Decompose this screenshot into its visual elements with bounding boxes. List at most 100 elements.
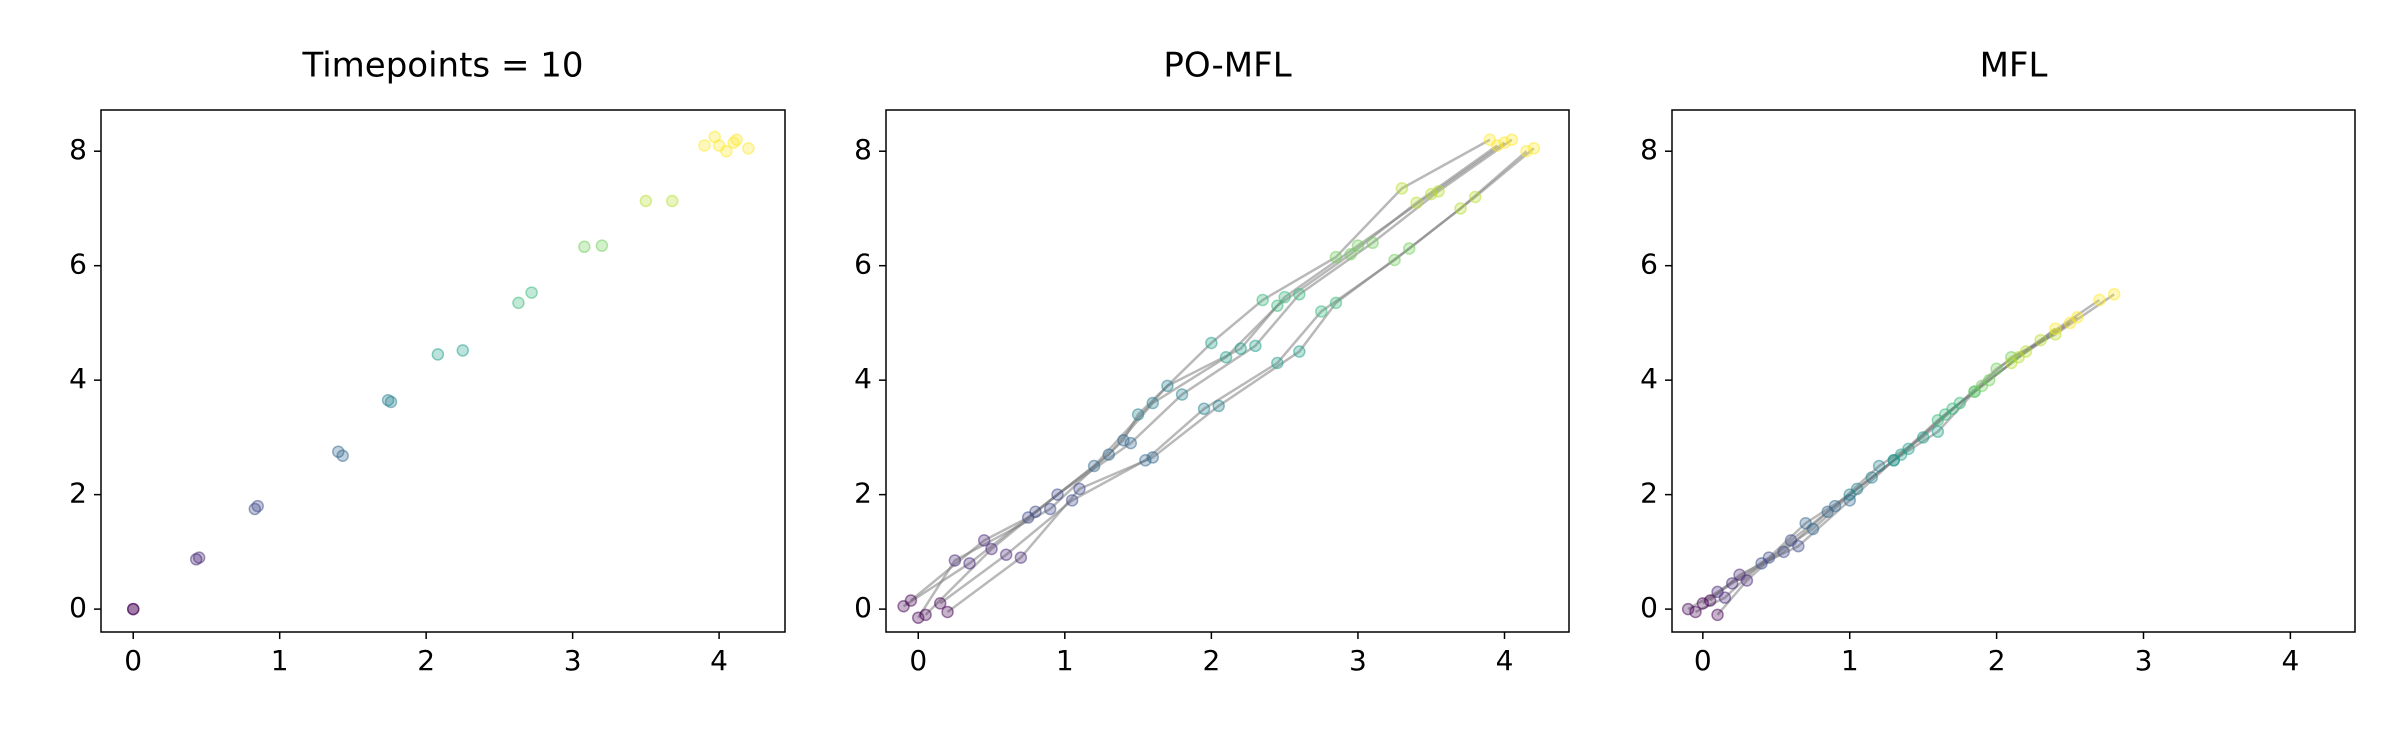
point bbox=[1806, 522, 1820, 536]
point bbox=[251, 499, 264, 513]
x-tick-label: 2 bbox=[1988, 644, 2006, 677]
point bbox=[911, 611, 925, 624]
point bbox=[1124, 436, 1138, 450]
point bbox=[512, 296, 525, 310]
point bbox=[2034, 333, 2047, 347]
point bbox=[2049, 322, 2062, 335]
point bbox=[730, 133, 743, 147]
point bbox=[1087, 459, 1101, 473]
point bbox=[948, 554, 962, 567]
y-tick-label: 8 bbox=[854, 133, 872, 166]
point bbox=[1850, 482, 1864, 496]
x-tick-label: 0 bbox=[1694, 644, 1712, 677]
point bbox=[1234, 342, 1247, 355]
y-tick-label: 0 bbox=[1640, 591, 1658, 624]
point bbox=[933, 597, 947, 610]
point bbox=[1329, 296, 1343, 310]
y-tick-label: 8 bbox=[1640, 133, 1658, 166]
y-tick-label: 6 bbox=[69, 248, 87, 281]
x-tick-label: 2 bbox=[1202, 644, 1220, 677]
point bbox=[1205, 336, 1218, 350]
trajectory bbox=[924, 138, 1513, 616]
point bbox=[1931, 425, 1945, 438]
point bbox=[1065, 494, 1079, 507]
y-tick-label: 0 bbox=[854, 591, 872, 624]
panel-title: PO-MFL bbox=[1163, 46, 1291, 86]
point bbox=[525, 286, 538, 299]
point bbox=[1916, 431, 1930, 444]
x-tick-label: 0 bbox=[124, 644, 142, 677]
point bbox=[1102, 448, 1116, 461]
point bbox=[977, 534, 991, 547]
point bbox=[1271, 299, 1284, 312]
point bbox=[192, 551, 206, 564]
point bbox=[1139, 454, 1152, 467]
point bbox=[1249, 339, 1262, 353]
point bbox=[1975, 379, 1989, 393]
point bbox=[1219, 351, 1233, 364]
point bbox=[2093, 293, 2106, 307]
axes-frame bbox=[885, 109, 1570, 633]
x-tick-label: 4 bbox=[2281, 644, 2299, 677]
x-tick-label: 3 bbox=[1349, 644, 1367, 677]
point bbox=[919, 608, 932, 622]
point bbox=[904, 594, 918, 607]
y-tick-label: 6 bbox=[854, 248, 872, 281]
trajectory bbox=[1716, 298, 2101, 616]
point bbox=[1520, 144, 1533, 158]
point bbox=[1454, 202, 1467, 215]
point bbox=[1146, 396, 1160, 410]
point bbox=[1953, 396, 1967, 410]
point bbox=[1872, 459, 1886, 473]
point bbox=[1293, 288, 1306, 301]
y-tick-label: 4 bbox=[69, 362, 87, 395]
point bbox=[1424, 187, 1438, 201]
x-tick-label: 1 bbox=[271, 644, 289, 677]
point bbox=[999, 548, 1013, 561]
trajectory bbox=[939, 150, 1528, 605]
point bbox=[336, 449, 349, 462]
point bbox=[985, 542, 998, 556]
point bbox=[1696, 597, 1710, 610]
point bbox=[1329, 250, 1343, 264]
point bbox=[1703, 594, 1717, 607]
trajectory bbox=[946, 147, 1535, 613]
point bbox=[1410, 196, 1423, 209]
point bbox=[1131, 408, 1145, 421]
point bbox=[1483, 133, 1497, 147]
point bbox=[639, 194, 653, 208]
point bbox=[1014, 551, 1028, 564]
point bbox=[431, 348, 445, 361]
point bbox=[1402, 242, 1416, 255]
y-tick-label: 0 bbox=[69, 591, 87, 624]
y-tick-label: 2 bbox=[69, 477, 87, 510]
point bbox=[698, 139, 711, 152]
point bbox=[1733, 568, 1746, 582]
point bbox=[1146, 451, 1160, 464]
panel-title: MFL bbox=[1980, 46, 2048, 86]
point bbox=[1271, 356, 1284, 370]
point bbox=[1388, 253, 1401, 267]
axes-frame bbox=[1671, 109, 2356, 633]
point bbox=[1990, 362, 2003, 375]
y-tick-label: 2 bbox=[854, 477, 872, 510]
y-tick-label: 2 bbox=[1640, 477, 1658, 510]
point bbox=[1432, 185, 1445, 198]
point bbox=[1865, 471, 1879, 484]
point bbox=[1725, 577, 1739, 590]
point bbox=[1498, 136, 1511, 149]
point bbox=[1051, 488, 1064, 501]
point bbox=[456, 344, 470, 357]
point bbox=[1197, 402, 1211, 416]
point bbox=[1073, 482, 1086, 496]
point bbox=[941, 605, 954, 619]
point bbox=[1792, 539, 1805, 553]
point bbox=[126, 602, 140, 616]
x-tick-label: 1 bbox=[1841, 644, 1859, 677]
point bbox=[1689, 605, 1702, 619]
point bbox=[963, 557, 976, 570]
panel-title: Timepoints = 10 bbox=[302, 46, 584, 86]
point bbox=[1315, 305, 1328, 318]
point bbox=[1505, 133, 1519, 147]
